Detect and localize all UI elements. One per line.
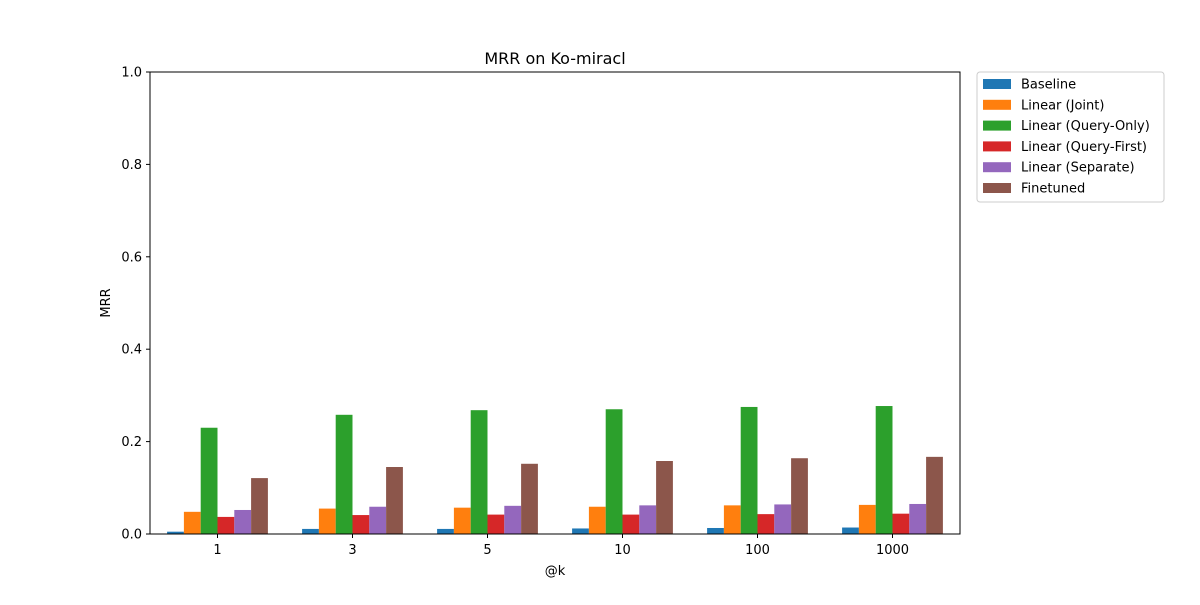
bar-linear-joint-k3 (318, 508, 336, 534)
legend-box (976, 71, 1165, 203)
bar-linear-separate-k1000 (909, 503, 927, 534)
y-axis: 0.0 0.2 0.4 0.6 0.8 1.0 (121, 66, 150, 543)
y-tick-label: 1.0 (121, 66, 142, 81)
bar-baseline-k1000 (842, 527, 859, 534)
bar-baseline-k3 (302, 528, 319, 534)
bar-linear-query-only-k100 (740, 406, 758, 534)
bar-linear-query-only-k5 (470, 410, 488, 534)
legend-label: Linear (Separate) (1021, 161, 1135, 176)
bar-baseline-k5 (437, 528, 454, 534)
y-tick-label: 0.2 (121, 435, 142, 450)
bar-linear-joint-k1000 (858, 504, 876, 534)
legend: Baseline Linear (Joint) Linear (Query-Only… (976, 71, 1165, 203)
bar-linear-joint-k5 (453, 507, 471, 534)
x-tick-label: 10 (614, 543, 631, 558)
bar-linear-query-only-k1 (200, 427, 218, 534)
y-axis-label: MRR (99, 288, 114, 317)
bars-layer (167, 406, 943, 534)
bar-finetuned-k1000 (926, 456, 943, 534)
bar-linear-query-only-k3 (335, 414, 353, 534)
legend-swatch (983, 99, 1011, 110)
bar-linear-separate-k3 (369, 506, 387, 534)
legend-swatch (983, 79, 1011, 89)
legend-label: Linear (Query-Only) (1021, 119, 1150, 134)
y-tick-label: 0.6 (121, 250, 142, 265)
legend-label: Baseline (1021, 78, 1076, 93)
bar-linear-separate-k10 (639, 505, 657, 534)
bar-linear-separate-k1 (234, 509, 252, 534)
bar-linear-joint-k1 (183, 511, 201, 534)
legend-label: Linear (Joint) (1021, 98, 1104, 113)
bar-linear-joint-k10 (588, 506, 606, 534)
bar-finetuned-k3 (386, 467, 403, 534)
bar-linear-separate-k100 (774, 504, 792, 534)
legend-swatch (983, 120, 1011, 131)
bar-linear-query-first-k1 (217, 516, 235, 534)
legend-label: Linear (Query-First) (1021, 140, 1147, 155)
bar-linear-query-first-k1000 (892, 513, 910, 534)
bar-baseline-k100 (707, 527, 724, 534)
legend-swatch (983, 183, 1011, 193)
bar-linear-joint-k100 (723, 505, 741, 534)
bar-baseline-k10 (572, 528, 589, 534)
chart-title: MRR on Ko-miracl (484, 49, 625, 68)
legend-label: Finetuned (1021, 182, 1085, 197)
y-tick-label: 0.0 (121, 528, 142, 543)
bar-linear-query-only-k10 (605, 409, 623, 534)
x-tick-label: 5 (483, 543, 491, 558)
x-tick-label: 1 (213, 543, 221, 558)
bar-linear-query-first-k3 (352, 515, 370, 534)
y-tick-label: 0.4 (121, 343, 142, 358)
bar-linear-query-first-k100 (757, 514, 775, 534)
bar-finetuned-k10 (656, 461, 673, 534)
legend-swatch (983, 141, 1011, 152)
bar-finetuned-k1 (251, 478, 268, 534)
x-tick-label: 1000 (876, 543, 909, 558)
plot-area-frame (149, 71, 961, 535)
bar-linear-query-only-k1000 (875, 406, 893, 534)
bar-baseline-k1 (167, 531, 184, 534)
x-axis-label: @k (545, 564, 566, 579)
x-tick-label: 3 (348, 543, 356, 558)
bar-finetuned-k5 (521, 463, 538, 534)
x-tick-label: 100 (745, 543, 770, 558)
y-tick-label: 0.8 (121, 158, 142, 173)
x-axis: 1 3 5 10 100 1000 (213, 534, 909, 558)
legend-swatch (983, 162, 1011, 173)
bar-linear-separate-k5 (504, 505, 522, 534)
bar-linear-query-first-k10 (622, 514, 640, 534)
bar-linear-query-first-k5 (487, 514, 505, 534)
bar-finetuned-k100 (791, 458, 808, 534)
